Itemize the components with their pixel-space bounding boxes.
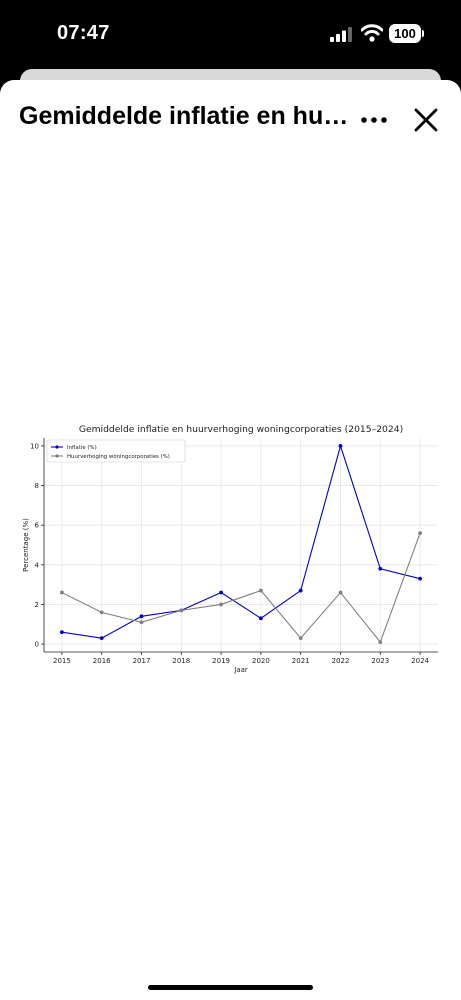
- status-bar: 07:47 100: [0, 0, 461, 68]
- x-tick-label: 2023: [371, 657, 389, 665]
- series-0-point: [418, 576, 422, 581]
- legend-label-1: Huurverhoging woningcorporaties (%): [67, 454, 170, 460]
- y-tick-label: 6: [35, 522, 40, 530]
- y-tick-label: 10: [30, 442, 39, 450]
- y-axis-label: Percentage (%): [22, 518, 30, 572]
- battery-icon: 100: [389, 24, 421, 43]
- chart-sheet: [0, 80, 461, 1000]
- x-tick-label: 2024: [411, 657, 429, 665]
- line-chart: 0 2 4 6 8 10 2015 2016 2017 2018 2019 2020 2021 2022 2…: [22, 424, 438, 674]
- series-1-point: [139, 620, 144, 625]
- series-0-point: [139, 614, 144, 619]
- home-indicator[interactable]: [148, 985, 313, 990]
- series-0-point: [378, 566, 383, 571]
- x-tick-label: 2021: [292, 657, 310, 665]
- status-time: 07:47: [57, 22, 110, 44]
- legend-box: [46, 439, 186, 463]
- x-tick-label: 2018: [172, 657, 190, 665]
- chart-title: Gemiddelde inflatie en huurverhoging won…: [79, 424, 403, 435]
- series-line-0: [61, 444, 421, 639]
- x-tick-label: 2017: [133, 657, 151, 665]
- wifi-icon: [361, 24, 383, 42]
- legend-label-0: Inflatie (%): [67, 445, 97, 451]
- x-tick-label: 2022: [332, 657, 350, 665]
- sheet-title: Gemiddelde inflatie en huurverhoging won…: [19, 102, 349, 130]
- y-tick-label: 8: [35, 482, 39, 490]
- series-0-point: [298, 588, 303, 593]
- series-1-point: [258, 588, 263, 593]
- series-0-point: [219, 590, 224, 595]
- series-line-1: [61, 532, 421, 644]
- series-1-point: [99, 610, 104, 615]
- x-axis-label: Jaar: [233, 666, 248, 674]
- series-1-point: [418, 531, 422, 536]
- y-tick-label: 0: [35, 641, 39, 649]
- y-tick-label: 2: [35, 601, 39, 609]
- battery-tip: [422, 30, 424, 37]
- series-0-point: [60, 630, 64, 635]
- series-0-point: [99, 636, 104, 641]
- y-tick-label: 4: [35, 561, 40, 569]
- legend-marker-0: [55, 445, 59, 449]
- x-tick-label: 2015: [53, 657, 71, 665]
- legend-marker-1: [55, 454, 59, 458]
- close-icon[interactable]: [410, 104, 442, 136]
- x-tick-label: 2016: [93, 657, 111, 665]
- x-tick-label: 2019: [212, 657, 230, 665]
- series-1-point: [298, 636, 303, 641]
- series-1-point: [378, 640, 383, 644]
- series-0-point: [258, 616, 263, 621]
- more-icon[interactable]: [356, 106, 392, 134]
- x-tick-label: 2020: [252, 657, 270, 665]
- series-1-point: [338, 590, 343, 595]
- series-1-point: [179, 608, 184, 613]
- series-1-point: [219, 602, 224, 607]
- series-1-point: [60, 590, 64, 595]
- series-0-point: [338, 444, 343, 448]
- signal-icon: [330, 27, 352, 42]
